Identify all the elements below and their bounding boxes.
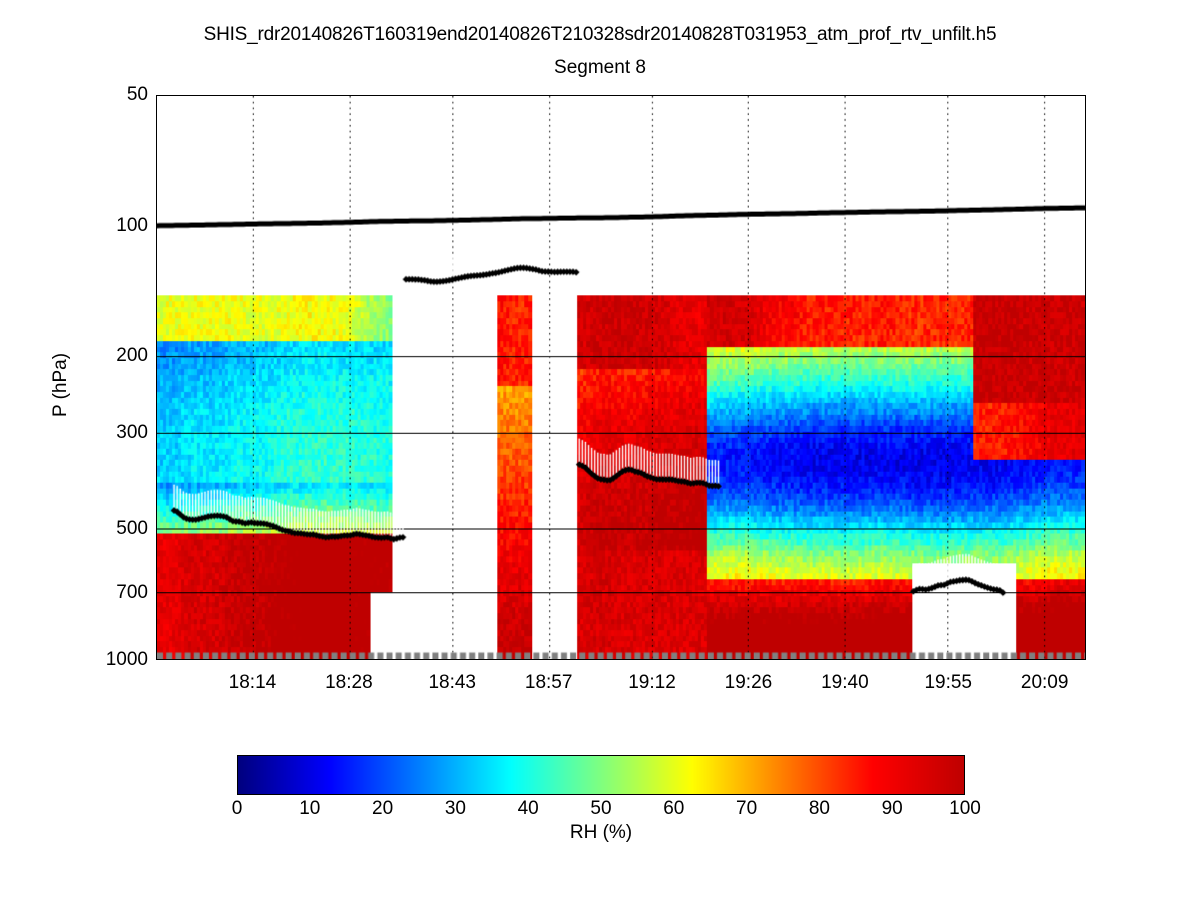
colorbar-tick-60: 60 <box>663 798 685 819</box>
y-tick-100: 100 <box>116 214 148 236</box>
colorbar-gradient <box>237 755 965 795</box>
colorbar-tick-40: 40 <box>517 798 539 819</box>
y-axis-title: P (hPa) <box>50 352 71 417</box>
y-tick-200: 200 <box>116 345 148 367</box>
y-axis-tick-labels: P (hPa) 50 100 200 300 500 700 1000 <box>50 84 148 670</box>
y-tick-50: 50 <box>126 84 148 105</box>
x-tick-19-55: 19:55 <box>924 672 972 693</box>
x-tick-20-09: 20:09 <box>1020 672 1069 693</box>
y-tick-500: 500 <box>116 518 148 540</box>
x-tick-19-26: 19:26 <box>724 672 773 693</box>
grid-and-markers-overlay <box>157 96 1085 659</box>
x-axis-tick-labels: 18:14 18:28 18:43 18:57 19:12 19:26 19:40 19:55… <box>156 672 1086 700</box>
figure-title: SHIS_rdr20140826T160319end20140826T21032… <box>203 24 997 45</box>
colorbar-tick-30: 30 <box>444 798 466 819</box>
colorbar[interactable] <box>237 755 965 795</box>
x-tick-18-43: 18:43 <box>428 672 476 693</box>
plot-area[interactable] <box>156 95 1086 660</box>
colorbar-tick-70: 70 <box>736 798 758 819</box>
y-tick-1000: 1000 <box>105 649 148 670</box>
colorbar-tick-90: 90 <box>881 798 903 819</box>
colorbar-title: RH (%) <box>569 822 633 843</box>
colorbar-tick-80: 80 <box>808 798 830 819</box>
x-tick-18-57: 18:57 <box>524 672 573 693</box>
colorbar-tick-20: 20 <box>372 798 394 819</box>
x-tick-18-14: 18:14 <box>228 672 277 693</box>
colorbar-tick-50: 50 <box>590 798 612 819</box>
x-tick-19-40: 19:40 <box>821 672 869 693</box>
colorbar-tick-labels: 0 10 20 30 40 50 60 70 80 90 100 <box>232 798 981 822</box>
colorbar-tick-10: 10 <box>299 798 321 819</box>
x-tick-19-12: 19:12 <box>628 672 676 693</box>
figure-subtitle: Segment 8 <box>554 57 646 78</box>
y-tick-700: 700 <box>116 581 148 603</box>
colorbar-tick-100: 100 <box>949 798 981 819</box>
x-tick-18-28: 18:28 <box>325 672 373 693</box>
colorbar-tick-0: 0 <box>231 798 243 819</box>
y-tick-300: 300 <box>116 421 148 443</box>
